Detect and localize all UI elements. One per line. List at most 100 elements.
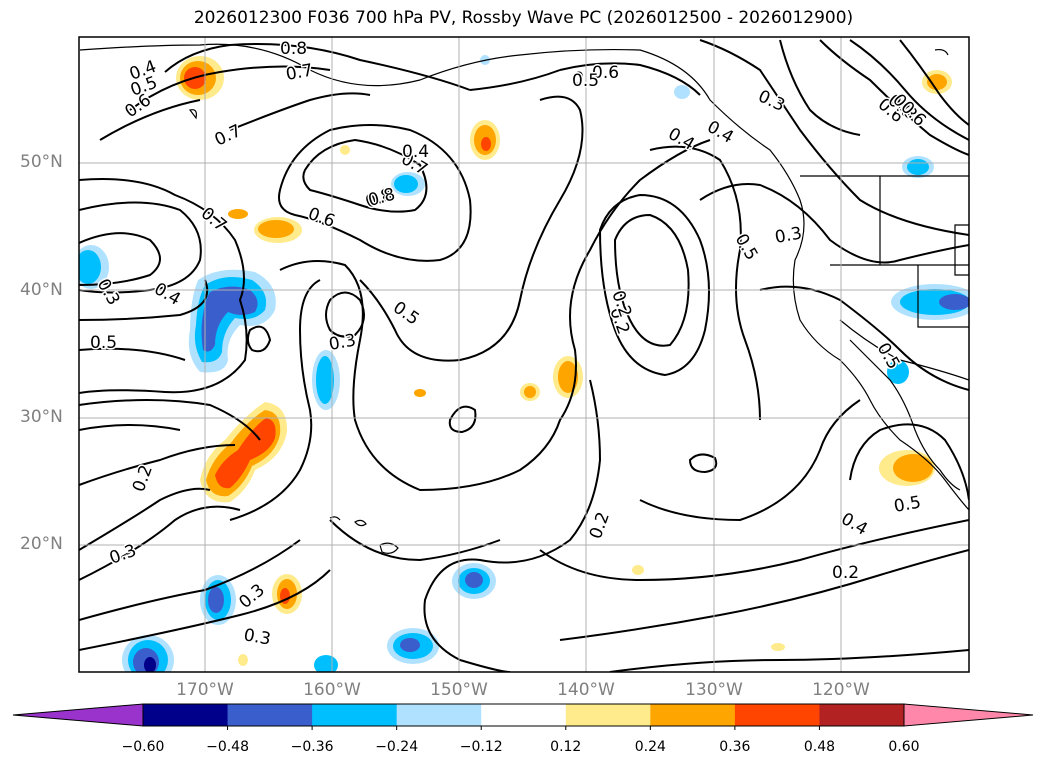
contour-line: [79, 424, 181, 431]
lat-label-20n: 20°N: [20, 534, 63, 554]
anomaly-negative: [674, 85, 690, 99]
contour-line: [448, 405, 477, 434]
graticule: [79, 37, 969, 672]
contour-line: [639, 399, 861, 522]
lon-label-140w: 140°W: [557, 680, 615, 700]
anomaly-positive: [238, 654, 248, 666]
anomaly-negative: [394, 175, 418, 193]
colorbar-border: [142, 703, 905, 727]
colorbar-segment: [819, 704, 905, 726]
contour-line: [229, 279, 321, 521]
lat-label-30n: 30°N: [20, 407, 63, 427]
lon-label-170w: 170°W: [176, 680, 234, 700]
contour-line: [849, 39, 969, 141]
contour-line: [613, 213, 690, 347]
lat-label-50n: 50°N: [20, 152, 63, 172]
contour-label: 0.2: [832, 563, 859, 583]
anomaly-positive: [215, 418, 276, 489]
colorbar-label: −0.24: [375, 739, 419, 755]
contour-line: [79, 232, 161, 286]
colorbar-label: −0.12: [459, 739, 503, 755]
contour-label: 0.3: [773, 224, 803, 248]
map-frame: [78, 36, 970, 673]
contour-line: [79, 279, 209, 321]
contour-line: [688, 453, 718, 474]
colorbar-label: 0.60: [888, 739, 920, 755]
colorbar-segment: [650, 704, 736, 726]
coastlines: [79, 43, 969, 554]
contour-line: [609, 649, 969, 672]
contour-line: [759, 285, 969, 391]
contour-line: [423, 379, 602, 672]
contour-label: 0.6: [592, 63, 619, 83]
anomaly-positive: [340, 145, 350, 155]
contour-line: [559, 549, 969, 641]
colorbar-label: −0.60: [121, 739, 165, 755]
lon-label-150w: 150°W: [430, 680, 488, 700]
coastline-alaska: [79, 43, 969, 511]
colorbar: [12, 703, 1034, 730]
contour-label: 0.3: [242, 625, 272, 649]
contour-line: [329, 519, 501, 562]
anomaly-negative: [465, 572, 483, 588]
contour-line: [699, 39, 969, 236]
border-line: [917, 265, 969, 328]
contour-line: [849, 423, 969, 501]
contour-line: [779, 39, 861, 136]
contour-label: 0.5: [572, 71, 599, 91]
colorbar-segment: [481, 704, 567, 726]
contour-line: [539, 519, 969, 582]
anomaly-positive: [632, 565, 644, 575]
anomaly-negative: [400, 638, 420, 652]
anomaly-positive: [258, 220, 294, 238]
contour-label: 0.3: [327, 331, 357, 355]
contour-line: [99, 99, 201, 141]
anomaly-positive: [481, 137, 491, 151]
contour-line: [129, 65, 331, 111]
contour-line: [79, 399, 261, 441]
coastline-hawaii: [379, 542, 399, 554]
border-line: [839, 319, 969, 381]
anomaly-negative: [201, 286, 258, 352]
anomaly-positive: [414, 389, 426, 397]
colorbar-label: 0.36: [719, 739, 751, 755]
colorbar-extend-high: [903, 703, 1034, 727]
contour-line: [359, 95, 584, 362]
contour-line: [278, 124, 472, 262]
pv-contours: [79, 39, 969, 672]
colorbar-label: −0.48: [206, 739, 249, 755]
colorbar-segment: [565, 704, 651, 726]
anomaly-positive: [228, 209, 248, 219]
contour-line: [899, 39, 969, 126]
lon-label-120w: 120°W: [812, 680, 870, 700]
contour-line: [79, 487, 211, 551]
contour-line: [325, 291, 365, 338]
contour-line: [79, 505, 241, 581]
colorbar-label: 0.12: [550, 739, 582, 755]
contour-line: [79, 569, 331, 651]
anomaly-negative: [208, 587, 224, 613]
border-line: [954, 224, 969, 276]
contour-line: [79, 201, 202, 294]
contour-line: [699, 183, 969, 264]
contour-line: [164, 43, 471, 91]
anomaly-negative: [316, 356, 334, 404]
anomaly-positive: [893, 454, 933, 482]
colorbar-label: 0.48: [803, 739, 836, 755]
contour-label: 0.5: [892, 493, 922, 517]
colorbar-segment: [143, 704, 229, 726]
contour-line: [79, 444, 236, 486]
contour-line: [598, 193, 710, 377]
contour-line: [649, 145, 761, 421]
contour-line: [559, 62, 701, 96]
lon-label-160w: 160°W: [303, 680, 361, 700]
contour-line: [79, 178, 248, 394]
anomaly-positive: [771, 643, 785, 651]
colorbar-label: −0.36: [290, 739, 334, 755]
contour-line: [79, 347, 186, 361]
anomaly-negative: [887, 360, 909, 384]
contour-line: [246, 325, 272, 353]
lon-label-130w: 130°W: [685, 680, 743, 700]
contour-line: [302, 138, 428, 213]
